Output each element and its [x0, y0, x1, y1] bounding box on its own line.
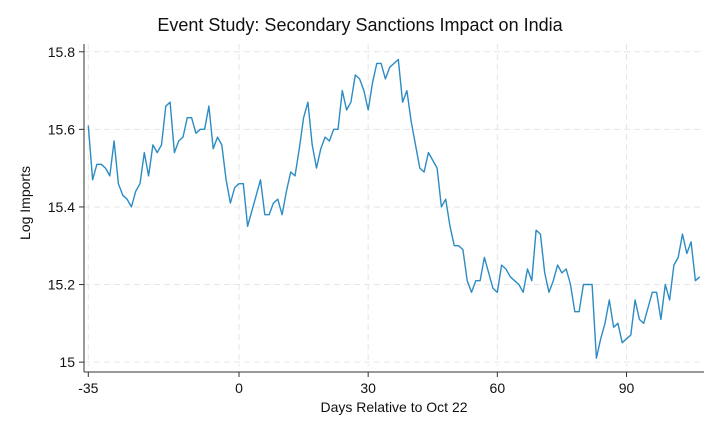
x-tick-label: 0: [235, 380, 243, 396]
y-tick-label: 15.2: [48, 277, 75, 293]
x-tick-label: 30: [360, 380, 376, 396]
x-tick-label: 90: [619, 380, 635, 396]
y-tick-label: 15: [59, 354, 75, 370]
gridlines: [84, 44, 704, 366]
chart-title: Event Study: Secondary Sanctions Impact …: [157, 15, 563, 35]
y-tick-label: 15.6: [48, 121, 75, 137]
series-line: [87, 58, 701, 359]
y-axis-label: Log Imports: [17, 166, 33, 240]
y-tick-label: 15.4: [48, 199, 75, 215]
y-tick-label: 15.8: [48, 44, 75, 60]
axes: 15 15.2 15.4 15.6 15.8 -35 0 30 60 90: [48, 44, 704, 396]
series-layer: [87, 58, 701, 359]
x-tick-label: -35: [78, 380, 98, 396]
x-tick-label: 60: [490, 380, 506, 396]
x-axis-label: Days Relative to Oct 22: [320, 399, 467, 415]
